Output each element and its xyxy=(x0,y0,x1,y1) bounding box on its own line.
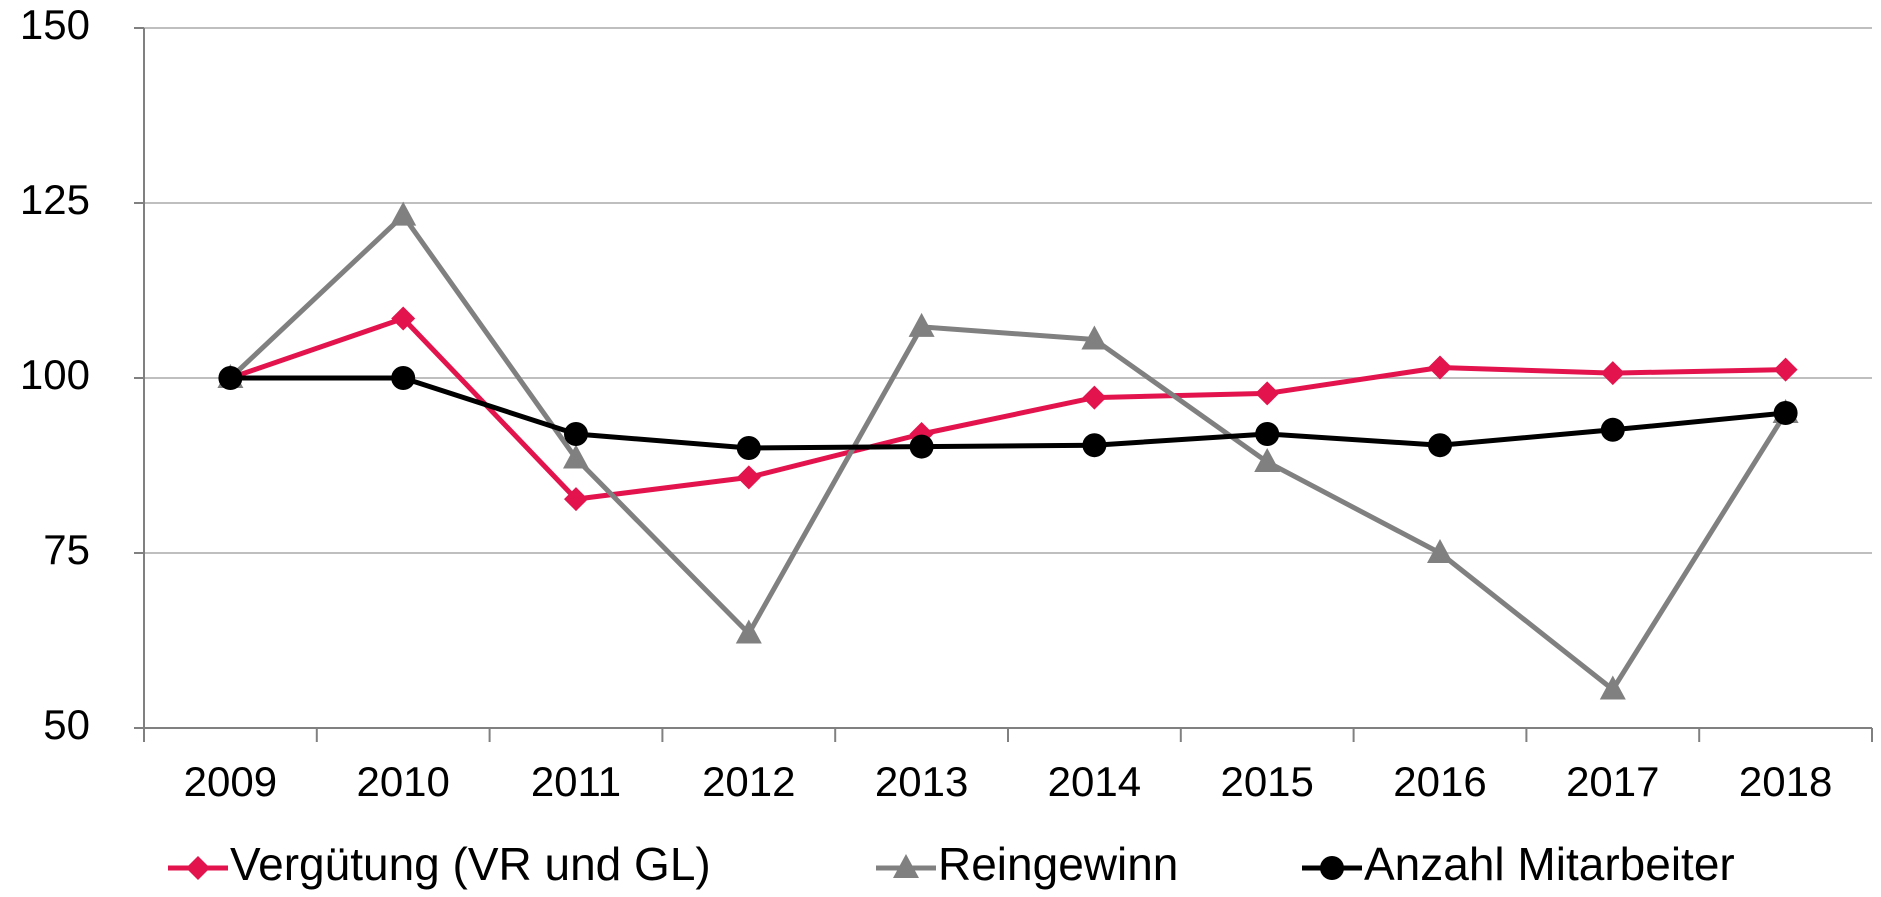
marker xyxy=(1428,355,1452,380)
x-tick-label: 2018 xyxy=(1739,758,1832,805)
marker xyxy=(1599,675,1626,700)
x-tick-label: 2015 xyxy=(1220,758,1313,805)
marker xyxy=(1082,433,1107,458)
marker xyxy=(390,201,417,226)
y-tick-label: 100 xyxy=(20,351,90,398)
series-line xyxy=(228,213,1788,692)
series-line xyxy=(229,316,1786,502)
marker xyxy=(1081,325,1108,350)
x-tick-label: 2014 xyxy=(1048,758,1141,805)
x-tick-label: 2017 xyxy=(1566,758,1659,805)
marker xyxy=(391,306,416,331)
marker xyxy=(1600,417,1625,442)
legend-label: Vergütung (VR und GL) xyxy=(230,838,711,890)
legend-label: Anzahl Mitarbeiter xyxy=(1364,838,1735,890)
marker xyxy=(1254,448,1281,472)
series-line xyxy=(230,375,1786,451)
x-tick-label: 2016 xyxy=(1393,758,1486,805)
y-tick-label: 125 xyxy=(20,176,90,223)
marker xyxy=(1600,361,1625,386)
marker xyxy=(218,366,243,390)
legend-marker xyxy=(893,854,919,878)
marker xyxy=(391,366,416,390)
marker xyxy=(736,436,761,460)
marker xyxy=(1773,357,1798,382)
x-tick-label: 2009 xyxy=(184,758,277,805)
marker xyxy=(1773,401,1798,425)
marker xyxy=(735,619,762,644)
marker xyxy=(1255,422,1280,446)
marker xyxy=(909,434,934,459)
legend-label: Reingewinn xyxy=(938,838,1178,890)
y-tick-label: 75 xyxy=(43,526,90,573)
marker xyxy=(563,444,589,469)
marker xyxy=(564,422,588,446)
x-tick-label: 2012 xyxy=(702,758,795,805)
y-tick-label: 50 xyxy=(43,701,90,748)
marker xyxy=(1428,433,1452,458)
marker xyxy=(736,465,761,490)
marker xyxy=(1255,381,1280,406)
x-tick-label: 2010 xyxy=(356,758,449,805)
x-tick-label: 2011 xyxy=(531,758,621,805)
legend-marker xyxy=(186,856,210,880)
x-tick-label: 2013 xyxy=(875,758,968,805)
marker xyxy=(908,312,935,337)
legend-marker xyxy=(1320,856,1344,880)
marker xyxy=(564,487,588,512)
marker xyxy=(1427,539,1453,563)
marker xyxy=(1082,385,1107,410)
y-tick-label: 150 xyxy=(20,1,90,48)
